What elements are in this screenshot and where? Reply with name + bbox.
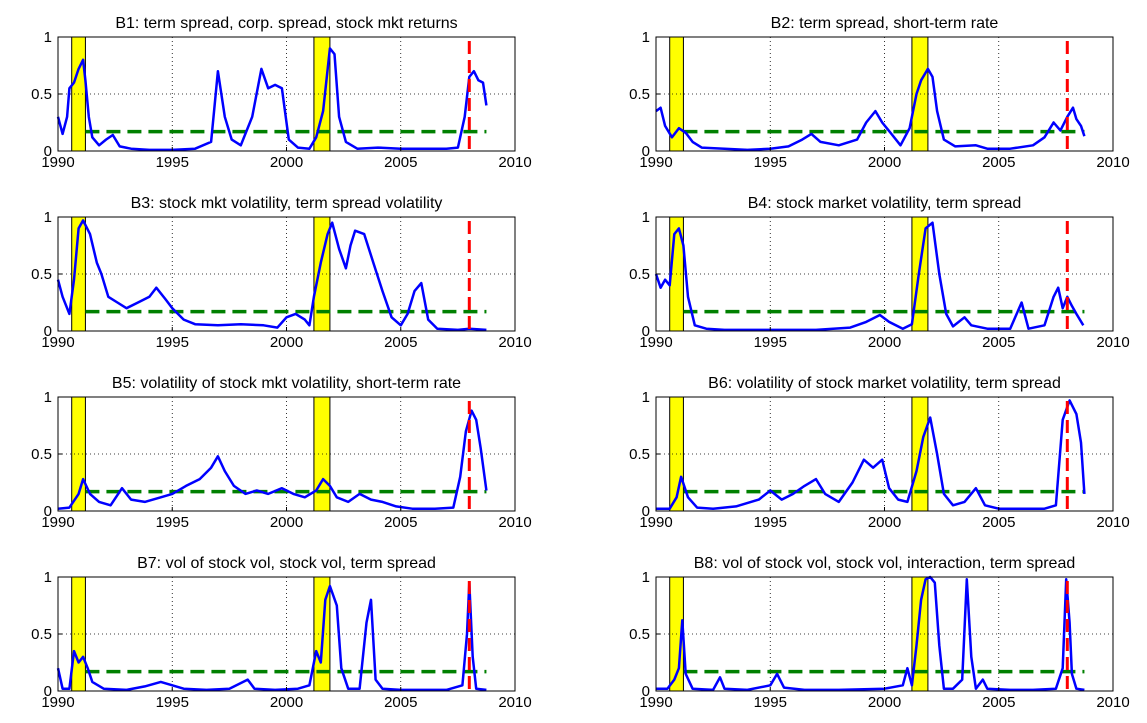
x-tick-label: 1990 [41,334,74,351]
series-line [57,409,488,510]
x-tick-label: 1995 [156,334,189,351]
chart-panel-2: B2: term spread, short-term rate 1990 1995… [629,15,1130,171]
chart-title: B2: term spread, short-term rate [771,15,999,32]
y-tick-label: 0.5 [629,86,650,103]
chart-panel-7: B7: vol of stock vol, stock vol, term sp… [31,555,532,711]
y-tick-label: 1 [642,389,650,406]
x-tick-label: 2010 [1096,514,1129,531]
y-tick-label: 1 [642,29,650,46]
x-tick-label: 2005 [384,154,417,171]
x-tick-label: 2005 [982,334,1015,351]
x-tick-label: 2005 [982,154,1015,171]
x-tick-label: 2000 [868,154,901,171]
x-tick-label: 2000 [270,154,303,171]
chart-panel-5: B5: volatility of stock mkt volatility, … [31,375,532,531]
recession-band [313,396,331,512]
x-tick-label: 2005 [384,334,417,351]
x-tick-label: 1995 [156,694,189,711]
series-line [56,47,488,152]
y-tick-label: 0.5 [629,446,650,463]
x-tick-label: 2000 [270,334,303,351]
y-tick-label: 0.5 [629,626,650,643]
x-tick-label: 1995 [156,514,189,531]
x-tick-label: 1990 [639,154,672,171]
y-tick-label: 0 [44,143,52,160]
chart-panel-1: B1: term spread, corp. spread, stock mkt… [31,15,532,171]
y-tick-label: 0 [642,323,650,340]
y-tick-label: 0 [44,323,52,340]
chart-title: B1: term spread, corp. spread, stock mkt… [115,15,457,32]
y-tick-label: 0 [44,683,52,700]
series-line [56,581,487,692]
y-tick-label: 1 [642,209,650,226]
series-line [656,575,1085,692]
x-tick-label: 1995 [754,154,787,171]
x-tick-label: 1990 [41,154,74,171]
x-tick-label: 2000 [868,334,901,351]
x-tick-label: 2010 [498,334,531,351]
x-tick-label: 2000 [270,694,303,711]
x-tick-label: 2000 [868,694,901,711]
chart-title: B3: stock mkt volatility, term spread vo… [131,195,443,212]
chart-panel-4: B4: stock market volatility, term spread… [629,195,1130,351]
series-line [56,219,487,332]
x-tick-label: 2010 [498,514,531,531]
x-tick-label: 1990 [639,514,672,531]
y-tick-label: 0 [44,503,52,520]
x-tick-label: 1990 [41,514,74,531]
y-tick-label: 0 [642,683,650,700]
chart-title: B4: stock market volatility, term spread [748,195,1022,212]
x-tick-label: 2010 [1096,154,1129,171]
chart-title: B8: vol of stock vol, stock vol, interac… [694,555,1076,572]
x-tick-label: 2010 [1096,334,1129,351]
x-tick-label: 1995 [754,514,787,531]
y-tick-label: 0.5 [629,266,650,283]
y-tick-label: 1 [44,569,52,586]
x-tick-label: 2010 [498,694,531,711]
x-tick-label: 2010 [1096,694,1129,711]
x-tick-label: 1995 [754,334,787,351]
recession-band [911,36,929,152]
x-tick-label: 1990 [41,694,74,711]
chart-panel-8: B8: vol of stock vol, stock vol, interac… [629,555,1130,711]
y-tick-label: 0.5 [31,86,52,103]
chart-title: B7: vol of stock vol, stock vol, term sp… [137,555,436,572]
y-tick-label: 0 [642,143,650,160]
y-tick-label: 0 [642,503,650,520]
x-tick-label: 2000 [270,514,303,531]
y-tick-label: 1 [44,209,52,226]
chart-title: B6: volatility of stock market volatilit… [708,375,1061,392]
series-line [655,67,1086,152]
x-tick-label: 2010 [498,154,531,171]
x-tick-label: 2005 [384,514,417,531]
x-tick-label: 2005 [982,514,1015,531]
y-tick-label: 1 [642,569,650,586]
x-tick-label: 1990 [639,694,672,711]
y-tick-label: 0.5 [31,626,52,643]
x-tick-label: 2005 [384,694,417,711]
series-line [656,399,1086,510]
x-tick-label: 1990 [639,334,672,351]
x-tick-label: 1995 [156,154,189,171]
series-line [654,221,1085,332]
x-tick-label: 2005 [982,694,1015,711]
x-tick-label: 1995 [754,694,787,711]
chart-panel-3: B3: stock mkt volatility, term spread vo… [31,195,532,351]
x-tick-label: 2000 [868,514,901,531]
y-tick-label: 0.5 [31,266,52,283]
y-tick-label: 1 [44,389,52,406]
chart-title: B5: volatility of stock mkt volatility, … [112,375,461,392]
y-tick-label: 1 [44,29,52,46]
chart-panel-6: B6: volatility of stock market volatilit… [629,375,1130,531]
y-tick-label: 0.5 [31,446,52,463]
